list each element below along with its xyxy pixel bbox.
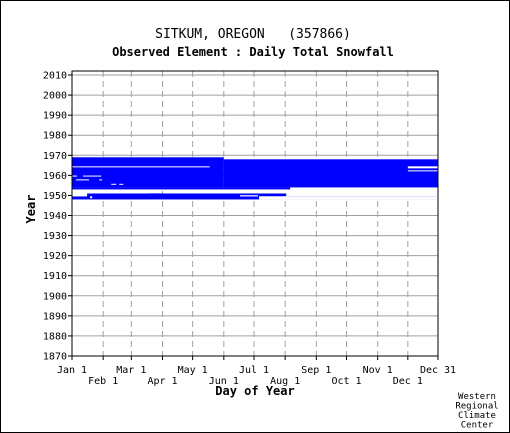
plot-area-border	[71, 70, 439, 357]
x-tick-label: Apr 1	[147, 376, 177, 387]
x-tick-label: Jun 1	[209, 376, 239, 387]
missing-gap	[163, 190, 438, 194]
observed-band	[223, 159, 438, 188]
y-tick-label: 1900	[43, 291, 67, 302]
credit-line: Regional	[455, 402, 498, 412]
missing-gap	[76, 179, 90, 181]
x-tick-label: Jan 1	[57, 365, 87, 376]
missing-gap	[72, 193, 88, 197]
missing-gap	[407, 166, 438, 169]
observation-bands	[72, 157, 438, 200]
grid-lines	[72, 71, 438, 357]
x-tick-label: Dec 1	[393, 376, 423, 387]
missing-gap	[90, 196, 93, 199]
x-tick-label: Dec 31	[420, 365, 456, 376]
chart-subtitle: Observed Element : Daily Total Snowfall	[112, 45, 394, 59]
y-tick-label: 1880	[43, 331, 67, 342]
missing-gap	[72, 166, 210, 168]
x-tick-label: Nov 1	[363, 365, 393, 376]
credit-line: Center	[461, 421, 494, 431]
missing-gap	[111, 183, 117, 185]
y-tick-label: 1960	[43, 171, 67, 182]
chart-title: SITKUM, OREGON (357866)	[155, 27, 351, 42]
x-tick-label: Sep 1	[301, 365, 331, 376]
observed-band	[72, 187, 291, 190]
observed-band	[72, 193, 438, 200]
missing-gap	[72, 190, 149, 194]
y-tick-label: 2000	[43, 91, 67, 102]
x-axis-label: Day of Year	[215, 384, 294, 398]
y-tick-label: 1940	[43, 211, 67, 222]
missing-gap	[286, 193, 438, 197]
credit-line: Climate	[458, 411, 496, 421]
missing-gap	[72, 175, 78, 177]
missing-gap	[259, 196, 438, 200]
x-tick-label: May 1	[178, 365, 208, 376]
y-tick-label: 1910	[43, 271, 67, 282]
x-tick-label: Mar 1	[116, 365, 146, 376]
y-tick-label: 1980	[43, 131, 67, 142]
observed-band	[72, 157, 224, 188]
y-tick-label: 1920	[43, 251, 67, 262]
credit-line: Western	[458, 392, 496, 402]
missing-gap	[83, 175, 102, 177]
y-tick-label: 1930	[43, 231, 67, 242]
y-tick-label: 2010	[43, 71, 67, 82]
y-tick-label: 1970	[43, 151, 67, 162]
missing-gap	[407, 170, 438, 172]
y-axis-ticks: 2010 2000 1990 1980 1970 1960 1950 1940 1930 1920…	[43, 71, 72, 363]
x-tick-label: Feb 1	[88, 376, 118, 387]
y-tick-label: 1890	[43, 311, 67, 322]
y-tick-label: 1950	[43, 191, 67, 202]
missing-gap	[99, 179, 103, 181]
x-tick-label: Aug 1	[270, 376, 300, 387]
observed-mark	[96, 183, 102, 185]
x-tick-label: Jul 1	[239, 365, 269, 376]
missing-gap	[119, 183, 124, 185]
x-tick-label: Oct 1	[331, 376, 361, 387]
y-tick-label: 1990	[43, 111, 67, 122]
observed-mark	[149, 193, 163, 195]
x-axis-ticks: Jan 1 Mar 1 May 1 Jul 1 Sep 1 Nov 1 Dec 31 Feb …	[57, 356, 456, 387]
missing-gap	[239, 195, 259, 197]
y-axis-label: Year	[24, 195, 38, 224]
missing-gap	[427, 196, 438, 198]
y-tick-label: 1870	[43, 352, 67, 363]
